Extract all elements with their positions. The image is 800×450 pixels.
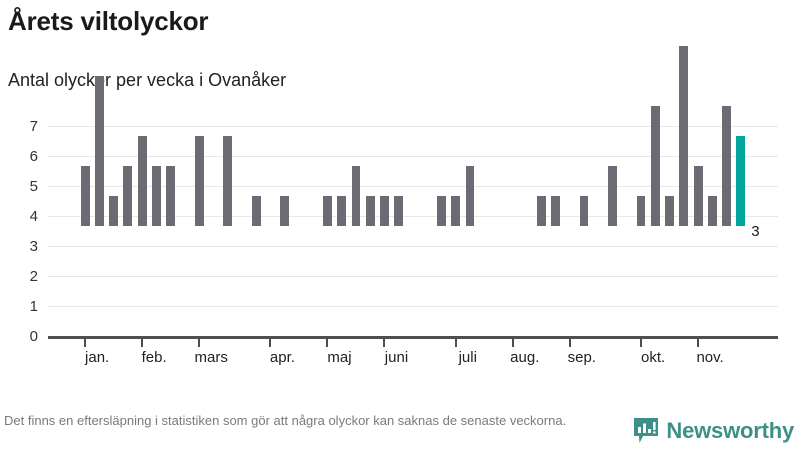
bar[interactable] [166,166,176,226]
gridline [48,246,778,247]
plot-area: 0 1 2 3 4 5 6 7 [0,118,800,344]
bar[interactable] [194,136,204,226]
x-axis-tick [326,339,329,347]
x-axis-tick [511,339,514,347]
bar[interactable] [365,196,375,226]
bars-layer: 3 [80,46,760,240]
x-axis-tick-label: sep. [567,349,596,366]
bar[interactable] [351,166,361,226]
gridline [48,126,778,127]
y-axis-tick-label: 1 [29,298,38,315]
x-axis-tick [141,339,144,347]
bar[interactable] [94,76,104,226]
bar[interactable] [137,136,147,226]
gridline [48,276,778,277]
x-axis-line [48,336,778,339]
x-axis-tick [568,339,571,347]
newsworthy-logo[interactable]: Newsworthy [633,417,794,445]
bar[interactable] [579,196,589,226]
bar-highlighted[interactable] [736,136,746,226]
x-axis-tick-label: juli [458,349,477,366]
x-axis-tick-label: apr. [269,349,295,366]
gridline [48,216,778,217]
y-axis-tick-label: 6 [29,148,38,165]
bar[interactable] [394,196,404,226]
bar[interactable] [536,196,546,226]
bar[interactable] [465,166,475,226]
x-axis-tick-label: juni [384,349,409,366]
x-axis-tick-label: nov. [696,349,724,366]
bar[interactable] [223,136,233,226]
x-axis-tick [697,339,700,347]
y-axis-tick-label: 3 [29,238,38,255]
bar[interactable] [722,106,732,226]
gridline [48,186,778,187]
bar[interactable] [323,196,332,226]
page-title: Årets viltolyckor [8,6,209,36]
bar[interactable] [251,196,261,226]
bar[interactable] [451,196,461,226]
x-axis-tick-label: aug. [510,349,540,366]
y-axis-tick-label: 2 [29,268,38,285]
bar[interactable] [636,196,646,226]
bar[interactable] [109,196,119,226]
chart-subtitle: Antal olyckor per vecka i Ovanåker [8,70,287,90]
bar-chart-speech-bubble-icon [634,418,659,443]
bar[interactable] [337,196,347,226]
x-axis-tick [84,339,87,347]
x-axis-tick [198,339,201,347]
x-axis-tick [383,339,386,347]
x-axis-tick-label: feb. [141,349,167,366]
bar[interactable] [151,166,161,226]
y-axis-tick-label: 5 [29,178,38,195]
y-axis-tick-label: 4 [29,208,38,225]
x-axis-tick [640,339,643,347]
bar[interactable] [280,196,290,226]
bar[interactable] [551,196,560,226]
y-axis-tick-label: 0 [29,328,38,345]
bar[interactable] [707,196,717,226]
bar[interactable] [650,106,660,226]
x-axis-tick-label: jan. [85,349,110,366]
bar[interactable] [80,166,90,226]
bar[interactable] [693,166,703,226]
x-axis-tick-label: okt. [640,349,666,366]
x-axis-tick [269,339,272,347]
y-axis-tick-label: 7 [29,118,38,135]
bar[interactable] [608,166,617,226]
bar[interactable] [123,166,133,226]
bar[interactable] [665,196,674,226]
gridline [48,306,778,307]
bar[interactable] [679,46,689,226]
footnote: Det finns en eftersläpning i statistiken… [4,413,567,428]
bar-value-label: 3 [751,223,760,240]
gridline [48,156,778,157]
bar[interactable] [437,196,446,226]
x-axis-tick-label: maj [327,349,352,366]
x-axis-tick [454,339,457,347]
bar[interactable] [380,196,389,226]
x-axis-tick-label: mars [194,349,228,366]
logo-text: Newsworthy [666,418,794,443]
